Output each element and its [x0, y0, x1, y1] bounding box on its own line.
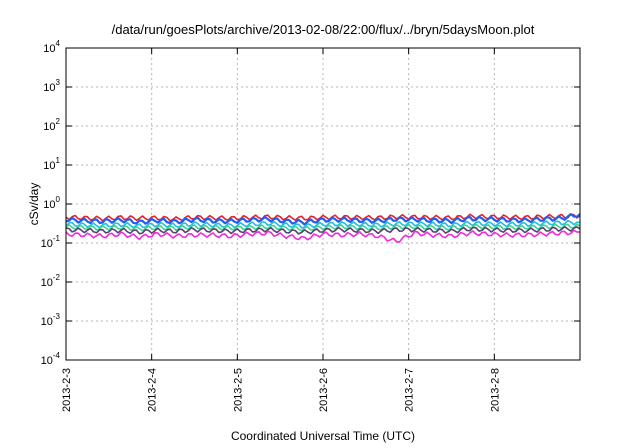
- y-tick-exponent: -2: [53, 273, 61, 282]
- y-tick-exponent: -3: [53, 312, 61, 321]
- y-tick-exponent: 0: [56, 195, 61, 204]
- y-tick-exponent: 3: [56, 78, 61, 87]
- y-tick-label: 101: [43, 156, 60, 172]
- y-tick-exponent: 2: [56, 117, 61, 126]
- y-tick-base: 10: [41, 316, 53, 328]
- y-tick-label: 10-3: [41, 312, 61, 328]
- y-tick-base: 10: [43, 199, 55, 211]
- y-tick-exponent: -4: [53, 351, 61, 360]
- y-tick-label: 10-2: [41, 273, 61, 289]
- series-line: [65, 213, 581, 226]
- y-tick-label: 102: [43, 117, 60, 133]
- y-tick-base: 10: [41, 277, 53, 289]
- x-tick-label: 2013-2-4: [147, 368, 159, 412]
- y-tick-base: 10: [41, 355, 53, 367]
- y-axis-label: cSv/day: [27, 183, 41, 226]
- series-line: [65, 225, 581, 235]
- y-tick-exponent: 1: [56, 156, 61, 165]
- y-tick-exponent: 4: [56, 39, 61, 48]
- y-tick-label: 100: [43, 195, 60, 211]
- y-tick-label: 103: [43, 78, 60, 94]
- y-tick-exponent: -1: [53, 234, 61, 243]
- x-axis-label: Coordinated Universal Time (UTC): [231, 429, 415, 443]
- x-axis: 2013-2-3 2013-2-4 2013-2-5 2013-2-6 2013-2-7…: [61, 48, 501, 412]
- series-line: [65, 213, 581, 222]
- y-tick-base: 10: [43, 43, 55, 55]
- grid: [66, 48, 580, 360]
- series-line: [65, 229, 581, 243]
- y-tick-base: 10: [41, 238, 53, 250]
- series-group: [65, 213, 581, 243]
- x-tick-label: 2013-2-7: [404, 368, 416, 412]
- y-tick-base: 10: [43, 121, 55, 133]
- series-line: [65, 219, 580, 229]
- chart-title: /data/run/goesPlots/archive/2013-02-08/2…: [112, 22, 535, 37]
- x-tick-label: 2013-2-8: [489, 368, 501, 412]
- x-tick-label: 2013-2-3: [61, 368, 73, 412]
- y-tick-base: 10: [43, 82, 55, 94]
- y-tick-label: 104: [43, 39, 60, 55]
- x-tick-label: 2013-2-5: [232, 368, 244, 412]
- y-tick-label: 10-1: [41, 234, 61, 250]
- x-tick-label: 2013-2-6: [318, 368, 330, 412]
- y-tick-base: 10: [43, 160, 55, 172]
- y-tick-label: 10-4: [41, 351, 61, 367]
